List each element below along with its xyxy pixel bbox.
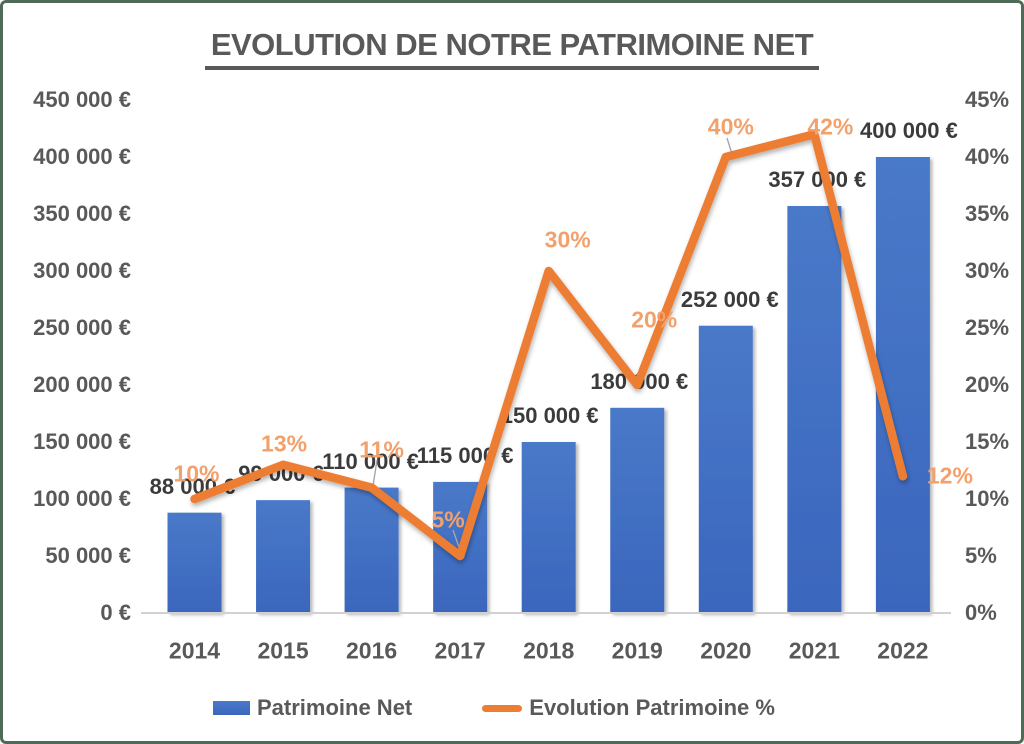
y-axis-tick-left: 200 000 € [33,372,131,397]
bar-value-labels-layer: 88 000 €99 000 €110 000 €115 000 €150 00… [3,3,1021,741]
evolution-line [190,129,908,561]
pct-value-label: 13% [261,430,308,457]
legend-label: Patrimoine Net [257,695,413,720]
pct-value-label: 5% [431,506,465,533]
title-area: EVOLUTION DE NOTRE PATRIMOINE NET [3,27,1021,70]
y-axis-tick-right: 40% [965,144,1010,169]
x-axis-year-label: 2020 [700,637,752,664]
y-axis-tick-right: 0% [965,600,997,625]
pct-value-label: 11% [359,436,404,463]
y-axis-tick-right: 5% [965,543,997,568]
y-axis-tick-left: 450 000 € [33,87,131,112]
x-axis-year-label: 2018 [523,637,575,664]
x-axis-year-label: 2019 [611,637,663,664]
legend-label: Evolution Patrimoine % [529,695,775,720]
legend-item-evolution-pct: Evolution Patrimoine % [482,695,775,721]
plot-area [141,129,951,614]
bar-value-label: 252 000 € [680,286,779,312]
x-axis-year-label: 2021 [788,637,840,664]
legend: Patrimoine Net Evolution Patrimoine % [213,695,775,721]
y-axis-tick-right: 20% [965,372,1010,397]
y-axis-tick-left: 350 000 € [33,201,131,226]
label-leader-line [372,459,378,487]
pct-value-label: 10% [173,460,220,487]
line-swatch-icon [482,704,523,712]
x-axis-year-label: 2014 [168,637,221,664]
bar-2022 [875,157,930,613]
bar-2019 [610,407,665,613]
x-axis: 2014 2015 2016 2017 2018 2019 2020 2021 2022 [3,3,1021,741]
bar-value-label: 357 000 € [768,167,867,193]
y-axis-tick-right: 45% [965,87,1010,112]
legend-item-patrimoine-net: Patrimoine Net [213,695,412,721]
y-axis-tick-left: 250 000 € [33,315,131,340]
bar-2015 [256,500,311,613]
y-axis-tick-right: 25% [965,315,1010,340]
bar-2021 [787,206,842,613]
chart-title: EVOLUTION DE NOTRE PATRIMOINE NET [204,27,820,70]
x-axis-year-label: 2017 [434,637,486,664]
pct-value-label: 12% [926,462,973,489]
pct-value-label: 42% [807,113,854,140]
x-axis-year-label: 2016 [346,637,398,664]
pct-labels-layer: 10% 13% 11% 5% 30% 20% 40% 42% 12% [3,3,1021,741]
bar-value-label: 400 000 € [859,118,958,143]
bar-value-label: 150 000 € [500,403,599,428]
bar-2014 [167,512,222,613]
y-axis-tick-left: 0 € [100,600,131,625]
y-axis-left: 450 000 € 400 000 € 350 000 € 300 000 € 250 … [3,3,1021,741]
pct-value-label: 20% [631,306,678,333]
y-axis-right: 45% 40% 35% 30% 25% 20% 15% 10% 5% 0% [3,3,1021,741]
y-axis-tick-right: 10% [965,486,1010,511]
y-axis-tick-left: 300 000 € [33,258,131,283]
bar-2020 [698,325,753,613]
y-axis-tick-left: 400 000 € [33,144,131,169]
y-axis-tick-right: 30% [965,258,1010,283]
y-axis-tick-right: 35% [965,201,1010,226]
bar-2016 [344,487,399,613]
y-axis-tick-left: 100 000 € [33,486,131,511]
y-axis-tick-left: 50 000 € [45,543,131,568]
y-axis-tick-right: 15% [965,429,1010,454]
bar-value-label: 110 000 € [322,448,419,474]
pct-value-label: 40% [707,113,754,140]
bar-2018 [521,442,576,613]
pct-value-label: 30% [544,226,591,253]
x-axis-year-label: 2022 [877,637,929,664]
y-axis-tick-left: 150 000 € [33,429,131,454]
bar-swatch-icon [213,701,250,715]
x-axis-year-label: 2015 [257,637,309,664]
